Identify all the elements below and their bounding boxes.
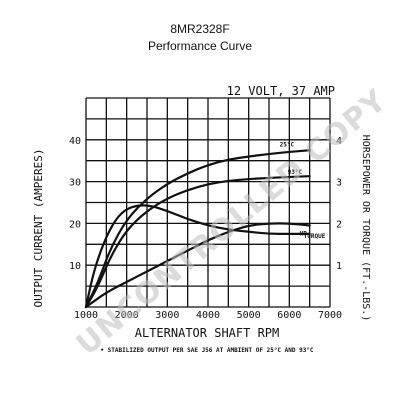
y2-tick-label: 1 xyxy=(336,261,342,272)
model-number: 8MR2328F xyxy=(170,22,229,36)
series-line-hp xyxy=(84,222,311,309)
y2-axis-label: HORSEPOWER OR TORQUE (FT.-LBS.) xyxy=(360,135,371,322)
x-tick-label: 7000 xyxy=(318,310,342,321)
watermark: UNCONTROLLED COPY xyxy=(70,83,394,363)
x-tick-label: 4000 xyxy=(196,310,220,321)
x-tick-label: 2000 xyxy=(115,310,139,321)
series-label-torque: TORQUE xyxy=(304,233,326,240)
series-line-25-c xyxy=(84,149,311,309)
series-label-93-c: 93°C xyxy=(288,169,303,176)
chart-subtitle: Performance Curve xyxy=(148,39,252,53)
x-tick-label: 3000 xyxy=(155,310,179,321)
y-tick-label: 40 xyxy=(69,136,81,147)
x-tick-label: 5000 xyxy=(237,310,261,321)
y2-axis-ticks: 1 2 3 4 xyxy=(336,136,342,272)
grid xyxy=(85,97,331,308)
x-tick-label: 1000 xyxy=(74,310,98,321)
x-axis-ticks: 1000 2000 3000 4000 5000 6000 7000 xyxy=(74,310,342,321)
series-line-93-c xyxy=(84,175,311,309)
chart-title: 12 VOLT, 37 AMP xyxy=(227,84,335,98)
y-tick-label: 10 xyxy=(69,261,81,272)
x-axis-label: ALTERNATOR SHAFT RPM xyxy=(135,326,280,340)
series-lines xyxy=(84,149,311,309)
y-tick-label: 20 xyxy=(69,219,81,230)
series-label-hp: HP xyxy=(300,230,308,237)
footnote: • STABILIZED OUTPUT PER SAE J56 AT AMBIE… xyxy=(100,347,314,354)
y-axis-label: OUTPUT CURRENT (AMPERES) xyxy=(32,149,45,308)
y-axis-ticks: 10 20 30 40 xyxy=(69,136,81,272)
series-line-torque xyxy=(84,204,311,309)
series-label-25-c: 25°C xyxy=(280,141,295,148)
y2-tick-label: 4 xyxy=(336,136,342,147)
y2-tick-label: 2 xyxy=(336,219,342,230)
x-tick-label: 6000 xyxy=(277,310,301,321)
y-tick-label: 30 xyxy=(69,178,81,189)
y2-tick-label: 3 xyxy=(336,178,342,189)
